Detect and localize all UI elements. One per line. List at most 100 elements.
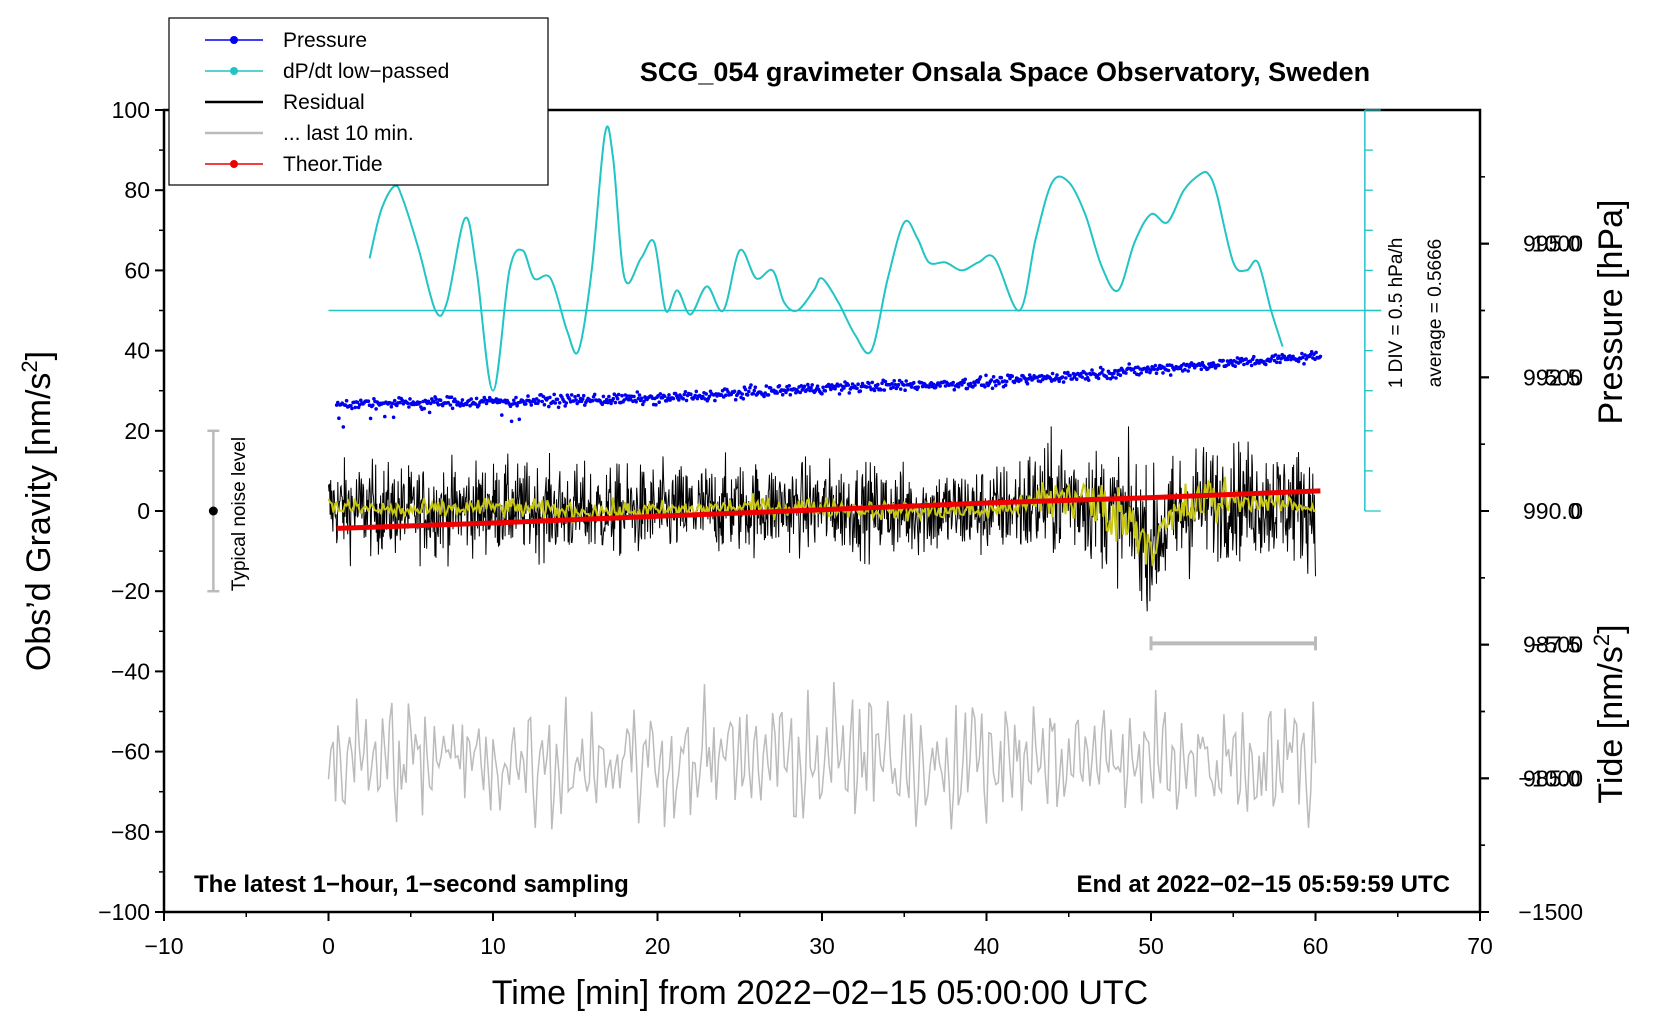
pressure-point: [1105, 376, 1110, 381]
pressure-point: [920, 384, 925, 389]
pressure-point: [371, 403, 375, 408]
pressure-point: [567, 397, 572, 401]
legend-label: Theor.Tide: [283, 153, 383, 176]
pressure-point: [909, 385, 914, 389]
pressure-point: [956, 384, 961, 389]
pressure-point: [1086, 378, 1091, 383]
pressure-point: [991, 375, 996, 379]
pressure-point: [858, 389, 863, 393]
pressure-point: [847, 391, 852, 395]
y-axis-title-left-sup: 2: [17, 360, 42, 372]
pressure-point: [1264, 362, 1268, 367]
pressure-point: [366, 399, 371, 404]
pressure-point: [681, 396, 685, 401]
pressure-point: [537, 399, 541, 403]
legend-swatch-marker: [230, 36, 238, 44]
residual-line: [328, 426, 1316, 612]
pressure-point: [580, 397, 585, 401]
pressure-point: [938, 384, 942, 388]
legend-swatch-marker: [230, 160, 238, 168]
pressure-point: [743, 387, 748, 392]
pressure-point: [427, 410, 432, 415]
dpdt-average-label: average = 0.5666: [1425, 239, 1446, 387]
pressure-point: [883, 379, 888, 384]
pressure-point: [802, 384, 807, 389]
pressure-point: [1233, 364, 1237, 369]
y-tick-label: 0: [137, 498, 150, 524]
pressure-point: [677, 398, 681, 402]
pressure-point: [804, 388, 809, 392]
pressure-point: [874, 385, 879, 390]
pressure-point: [474, 396, 479, 401]
pressure-point: [1004, 379, 1009, 384]
x-tick-label: 40: [974, 933, 1000, 959]
pressure-point: [850, 382, 855, 386]
pressure-point: [432, 400, 436, 404]
y-axis-title-left-end: ]: [20, 351, 58, 360]
pressure-point: [983, 385, 987, 389]
pressure-point: [446, 400, 451, 405]
pressure-point: [1084, 372, 1089, 376]
tide-tick-label: 1000: [1532, 231, 1583, 257]
pressure-point: [752, 388, 757, 393]
pressure-point: [1318, 354, 1323, 359]
pressure-point: [574, 398, 578, 402]
x-tick-label: 50: [1138, 933, 1164, 959]
pressure-point: [428, 401, 433, 406]
pressure-point: [1066, 370, 1070, 375]
pressure-point: [1252, 354, 1256, 359]
y-tick-label: 80: [124, 177, 150, 203]
pressure-point: [1185, 362, 1189, 367]
pressure-point: [694, 389, 699, 394]
pressure-point: [1249, 363, 1254, 368]
pressure-point: [484, 401, 489, 406]
pressure-point: [965, 386, 970, 391]
pressure-point: [398, 400, 402, 405]
pressure-point: [500, 413, 504, 417]
pressure-point: [815, 384, 820, 389]
pressure-point: [1168, 373, 1173, 377]
pressure-point: [1055, 373, 1059, 377]
tide-tick-label: −500: [1531, 632, 1583, 658]
pressure-point: [657, 400, 661, 405]
pressure-point: [662, 394, 667, 399]
pressure-point: [513, 401, 517, 406]
pressure-point: [683, 390, 688, 394]
pressure-point: [951, 380, 955, 385]
pressure-point: [337, 416, 341, 421]
pressure-point: [408, 397, 412, 401]
noise-level-label: Typical noise level: [229, 437, 250, 591]
pressure-point: [517, 417, 522, 422]
pressure-point: [766, 393, 771, 397]
pressure-point: [469, 397, 474, 401]
series-layer: [327, 109, 1382, 830]
x-tick-label: 10: [480, 933, 506, 959]
pressure-point: [1100, 370, 1104, 375]
pressure-point: [976, 380, 981, 384]
pressure-point: [892, 379, 896, 383]
tide-tick-label: −1500: [1518, 899, 1583, 925]
legend: Pressure dP/dt low−passed Residual ... last…: [168, 17, 549, 186]
pressure-point: [704, 392, 708, 396]
pressure-point: [962, 380, 966, 385]
pressure-point: [931, 382, 936, 387]
pressure-point: [1199, 367, 1204, 372]
pressure-point: [368, 416, 373, 421]
pressure-point: [820, 391, 824, 396]
legend-swatch-marker: [230, 67, 238, 75]
pressure-point: [1127, 362, 1131, 366]
pressure-point: [1274, 360, 1279, 365]
pressure-point: [1178, 366, 1183, 371]
pressure-point: [1057, 379, 1061, 384]
pressure-point: [780, 392, 785, 397]
pressure-point: [748, 386, 752, 390]
pressure-point: [902, 383, 906, 387]
pressure-point: [418, 400, 422, 405]
pressure-point: [788, 393, 793, 397]
pressure-point: [355, 400, 360, 405]
y-tick-label: 100: [112, 97, 150, 123]
y-axis-title-tide: Tide [nm/s2]: [1589, 624, 1630, 803]
y-axis-title-left-main: Obs’d Gravity [nm/s: [20, 373, 58, 672]
pressure-point: [912, 380, 916, 385]
markers-layer: [207, 350, 1323, 593]
